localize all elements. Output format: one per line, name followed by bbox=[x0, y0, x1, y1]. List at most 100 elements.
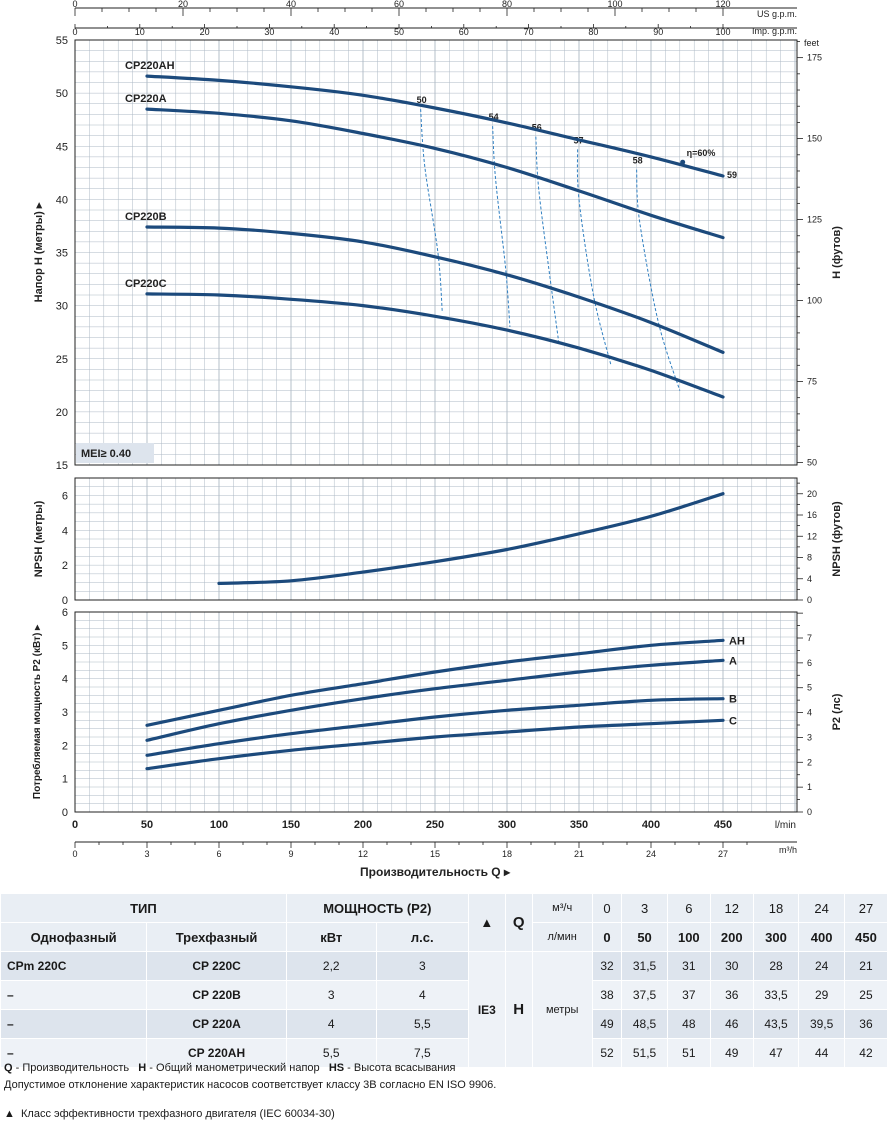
x2-tick-label: 15 bbox=[430, 849, 440, 859]
power-curve-AH bbox=[145, 638, 725, 727]
us-tick-label: 0 bbox=[72, 0, 77, 9]
row-3-h-1: 51,5 bbox=[621, 1038, 668, 1068]
lmin-unit: л/мин bbox=[531, 922, 593, 952]
spec-table: ТИП МОЩНОСТЬ (P2) ▲ Q м³/ч 0 3 6 12 18 2… bbox=[0, 893, 888, 1068]
row-3-kw: 5,5 bbox=[285, 1038, 377, 1068]
row-2-kw: 4 bbox=[285, 1009, 377, 1039]
row-2-single: – bbox=[0, 1009, 148, 1039]
row-1-h-0: 38 bbox=[591, 980, 623, 1010]
power-ytick-label: 2 bbox=[62, 740, 68, 752]
x-tick-label: 400 bbox=[642, 819, 660, 831]
npsh-ytick-label: 4 bbox=[62, 525, 68, 537]
head-curve-CP220B bbox=[145, 225, 725, 354]
hp-tick-label: 0 bbox=[807, 807, 812, 817]
row-0-h-0: 32 bbox=[591, 951, 623, 981]
q-lmin-3: 200 bbox=[709, 922, 754, 952]
row-3-single: – bbox=[0, 1038, 148, 1068]
row-0-kw: 2,2 bbox=[285, 951, 377, 981]
x2-tick-label: 3 bbox=[144, 849, 149, 859]
efficiency-marker-label: η=60% bbox=[687, 148, 716, 158]
head-ytick-label: 25 bbox=[56, 354, 68, 366]
npsh-ytick-label: 2 bbox=[62, 560, 68, 572]
hp-tick-label: 2 bbox=[807, 757, 812, 767]
efficiency-label: 58 bbox=[633, 156, 643, 166]
row-3-h-3: 49 bbox=[709, 1038, 754, 1068]
hs-key: HS bbox=[328, 1062, 345, 1074]
m3h-unit: м³/ч bbox=[531, 893, 593, 923]
triangle-header: ▲ bbox=[467, 893, 506, 952]
power-curve-C bbox=[145, 718, 725, 771]
type-header: ТИП bbox=[0, 893, 287, 923]
row-0-single: CPm 220C bbox=[0, 951, 148, 981]
x-tick-label: 150 bbox=[282, 819, 300, 831]
npsh-ylabel-right: NPSH (футов) bbox=[831, 501, 843, 577]
us-tick-label: 40 bbox=[286, 0, 296, 9]
imp-tick-label: 40 bbox=[329, 27, 339, 37]
npsh-feet-tick-label: 8 bbox=[807, 553, 812, 563]
head-curve-label: CP220AH bbox=[125, 60, 175, 72]
hp-tick-label: 4 bbox=[807, 708, 812, 718]
npsh-feet-tick-label: 4 bbox=[807, 574, 812, 584]
imp-tick-label: 100 bbox=[715, 27, 730, 37]
head-ylabel: Напор H (метры) ▸ bbox=[33, 202, 45, 302]
hp-tick-label: 1 bbox=[807, 782, 812, 792]
row-0-h-5: 24 bbox=[798, 951, 845, 981]
single-phase-header: Однофазный bbox=[0, 922, 148, 952]
q-lmin-6: 450 bbox=[843, 922, 888, 952]
imp-tick-label: 60 bbox=[459, 27, 469, 37]
x-tick-label: 350 bbox=[570, 819, 588, 831]
us-tick-label: 60 bbox=[394, 0, 404, 9]
h-key: H bbox=[138, 1062, 147, 1074]
imp-tick-label: 90 bbox=[653, 27, 663, 37]
h-unit: метры bbox=[531, 951, 593, 1068]
row-3-three: CP 220AH bbox=[146, 1038, 287, 1068]
npsh-curve bbox=[217, 492, 725, 585]
row-0-h-4: 28 bbox=[752, 951, 800, 981]
row-3-hp: 7,5 bbox=[375, 1038, 469, 1068]
row-2-h-5: 39,5 bbox=[798, 1009, 845, 1039]
row-1-kw: 3 bbox=[285, 980, 377, 1010]
q-key: Q bbox=[4, 1062, 13, 1074]
triangle-icon: ▲ bbox=[4, 1108, 15, 1120]
x2-tick-label: 27 bbox=[718, 849, 728, 859]
row-1-h-6: 25 bbox=[843, 980, 888, 1010]
hp-tick-label: 6 bbox=[807, 658, 812, 668]
q-m3h-2: 6 bbox=[666, 893, 711, 923]
row-0-three: CP 220C bbox=[146, 951, 287, 981]
row-1-h-2: 37 bbox=[666, 980, 711, 1010]
q-lmin-1: 50 bbox=[621, 922, 668, 952]
row-0-h-3: 30 bbox=[709, 951, 754, 981]
head-ytick-label: 50 bbox=[56, 88, 68, 100]
x2-tick-label: 6 bbox=[216, 849, 221, 859]
efficiency-marker bbox=[680, 159, 686, 165]
row-1-h-3: 36 bbox=[709, 980, 754, 1010]
efficiency-label: 56 bbox=[532, 123, 542, 133]
power-ytick-label: 6 bbox=[62, 607, 68, 619]
hp-tick-label: 7 bbox=[807, 633, 812, 643]
head-curve-label: CP220C bbox=[125, 278, 167, 290]
us-tick-label: 20 bbox=[178, 0, 188, 9]
head-ytick-label: 40 bbox=[56, 194, 68, 206]
power-curve-A bbox=[145, 658, 725, 742]
h-label: H bbox=[504, 951, 533, 1068]
head-ytick-label: 55 bbox=[56, 35, 68, 47]
row-1-hp: 4 bbox=[375, 980, 469, 1010]
q-lmin-0: 0 bbox=[591, 922, 623, 952]
power-ytick-label: 0 bbox=[62, 807, 68, 819]
imp-tick-label: 70 bbox=[524, 27, 534, 37]
feet-tick-label: 75 bbox=[807, 376, 817, 386]
us-tick-label: 100 bbox=[607, 0, 622, 9]
power-curve-label: AH bbox=[729, 635, 745, 647]
row-2-h-6: 36 bbox=[843, 1009, 888, 1039]
head-ytick-label: 35 bbox=[56, 248, 68, 260]
x2-tick-label: 21 bbox=[574, 849, 584, 859]
npsh-feet-tick-label: 0 bbox=[807, 595, 812, 605]
us-tick-label: 120 bbox=[715, 0, 730, 9]
row-2-h-3: 46 bbox=[709, 1009, 754, 1039]
q-m3h-1: 3 bbox=[621, 893, 668, 923]
x-tick-label: 300 bbox=[498, 819, 516, 831]
x2-tick-label: 18 bbox=[502, 849, 512, 859]
power-ytick-label: 1 bbox=[62, 774, 68, 786]
q-lmin-4: 300 bbox=[752, 922, 800, 952]
tolerance-note: Допустимое отклонение характеристик насо… bbox=[4, 1079, 497, 1091]
